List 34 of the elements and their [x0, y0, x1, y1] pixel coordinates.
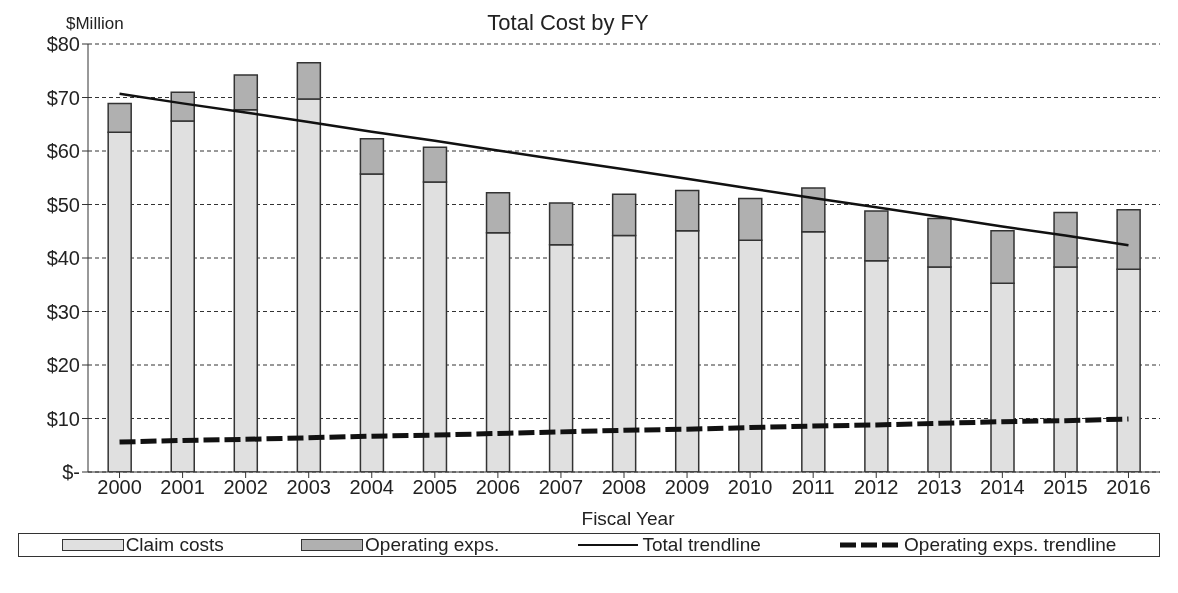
x-tick-label: 2009 [664, 476, 710, 499]
chart-title: Total Cost by FY [487, 10, 649, 36]
x-tick-label: 2006 [475, 476, 521, 499]
x-tick-label: 2001 [160, 476, 205, 499]
y-tick-label: $10 [46, 407, 80, 430]
x-axis-title: Fiscal Year [581, 508, 675, 530]
x-tick-label: 2005 [412, 476, 458, 499]
y-tick-label: $30 [46, 300, 80, 323]
y-tick-label: $- [62, 461, 80, 484]
legend-label: Operating exps. [365, 534, 500, 556]
x-tick-label: 2012 [853, 476, 899, 499]
line-series [118, 92, 1130, 247]
x-tick-label: 2000 [97, 476, 142, 499]
y-axis-title: $Million [66, 14, 124, 34]
x-tick-label: 2007 [538, 476, 584, 499]
x-tick-label: 2013 [917, 476, 962, 499]
legend-label: Total trendline [642, 534, 761, 556]
x-tick-label: 2016 [1106, 476, 1151, 499]
x-tick-label: 2010 [727, 476, 773, 499]
y-tick-label: $20 [46, 354, 80, 377]
x-tick-label: 2008 [601, 476, 647, 499]
legend-label: Operating exps. trendline [904, 534, 1117, 556]
x-tick-label: 2003 [286, 476, 331, 499]
y-tick-label: $60 [46, 140, 80, 163]
y-tick-label: $40 [46, 247, 80, 270]
y-tick-label: $70 [46, 86, 80, 109]
x-tick-label: 2011 [791, 476, 835, 499]
x-tick-label: 2002 [223, 476, 268, 499]
x-tick-label: 2015 [1043, 476, 1088, 499]
x-tick-label: 2004 [349, 476, 395, 499]
x-tick-label: 2014 [980, 476, 1025, 499]
y-tick-label: $50 [46, 193, 80, 216]
y-tick-label: $80 [46, 33, 80, 56]
legend-label: Claim costs [125, 534, 224, 556]
